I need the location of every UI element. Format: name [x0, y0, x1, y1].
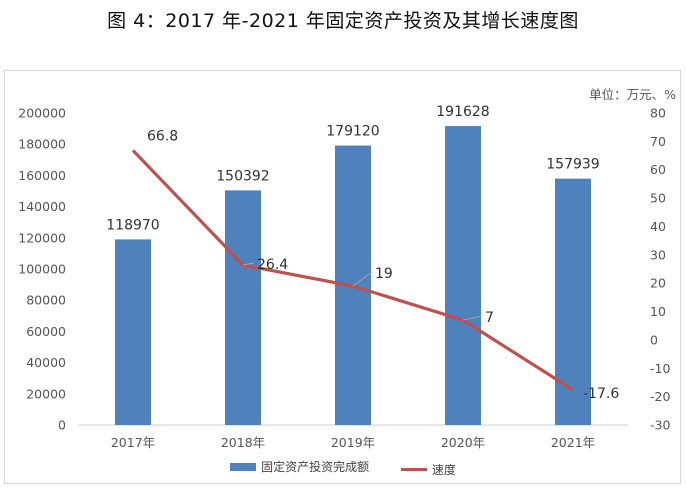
- legend-bar-label: 固定资产投资完成额: [261, 460, 370, 474]
- category-label: 2017年: [111, 435, 155, 450]
- left-tick-label: 80000: [26, 293, 66, 308]
- leader-line: [242, 262, 255, 266]
- right-tick-label: 70: [650, 134, 666, 149]
- category-label: 2020年: [441, 435, 485, 450]
- unit-label: 单位：万元、%: [589, 87, 676, 102]
- legend-line-label: 速度: [431, 462, 456, 477]
- chart-frame: [4, 70, 681, 484]
- bar: [115, 239, 151, 425]
- category-labels: 2017年 2018年 2019年 2020年 2021年: [111, 435, 595, 450]
- legend: 固定资产投资完成额 速度: [0, 458, 686, 478]
- bar-series: [115, 126, 591, 426]
- leader-lines: [242, 262, 483, 321]
- right-tick-label: 30: [650, 247, 666, 262]
- page-title: 图 4：2017 年-2021 年固定资产投资及其增长速度图: [107, 10, 579, 32]
- legend-line-swatch: [400, 467, 427, 471]
- left-tick-label: 140000: [18, 199, 66, 214]
- right-tick-label: 20: [650, 276, 666, 291]
- left-tick-label: 0: [58, 418, 66, 433]
- left-tick-label: 160000: [18, 168, 66, 183]
- bar-value-label: 150392: [216, 168, 269, 184]
- leader-line: [352, 271, 373, 287]
- left-tick-label: 180000: [18, 137, 66, 152]
- left-tick-label: 20000: [26, 386, 66, 401]
- left-tick-label: 60000: [26, 324, 66, 339]
- left-axis-ticks: 0 20000 40000 60000 80000 100000 120000 140000 1…: [18, 106, 66, 433]
- right-tick-label: 80: [650, 106, 666, 121]
- right-tick-label: -30: [650, 418, 670, 433]
- category-label: 2021年: [551, 435, 595, 450]
- right-tick-label: 10: [650, 304, 666, 319]
- right-axis-ticks: -30 -20 -10 0 10 20 30 40 50 60 70 80: [650, 106, 670, 433]
- line-value-labels: 66.8 26.4 19 7 -17.6: [147, 128, 619, 401]
- left-tick-label: 120000: [18, 230, 66, 245]
- left-tick-label: 200000: [18, 106, 66, 121]
- bar-value-label: 157939: [546, 157, 599, 173]
- right-tick-label: 60: [650, 162, 666, 177]
- legend-item-line: 速度: [400, 461, 456, 478]
- line-value-label: -17.6: [583, 386, 619, 402]
- right-tick-label: -10: [650, 361, 670, 376]
- bar-value-label: 191628: [436, 104, 489, 120]
- line-value-label: 19: [375, 266, 393, 282]
- line-value-label: 7: [485, 310, 494, 326]
- right-tick-label: -20: [650, 389, 670, 404]
- bar-value-label: 118970: [106, 217, 159, 233]
- bar-value-labels: 118970 150392 179120 191628 157939: [106, 104, 599, 233]
- legend-bar-swatch: [230, 462, 257, 471]
- left-tick-label: 100000: [18, 262, 66, 277]
- line-value-label: 66.8: [147, 128, 178, 144]
- bar-value-label: 179120: [326, 124, 379, 140]
- bar: [445, 126, 481, 426]
- leader-line: [462, 315, 483, 321]
- legend-item-bar: 固定资产投资完成额: [230, 458, 369, 475]
- category-label: 2019年: [331, 435, 375, 450]
- category-label: 2018年: [221, 435, 265, 450]
- right-tick-label: 50: [650, 191, 666, 206]
- right-tick-label: 40: [650, 219, 666, 234]
- line-value-label: 26.4: [257, 257, 288, 273]
- left-tick-label: 40000: [26, 355, 66, 370]
- right-tick-label: 0: [650, 332, 658, 347]
- bar: [225, 190, 261, 425]
